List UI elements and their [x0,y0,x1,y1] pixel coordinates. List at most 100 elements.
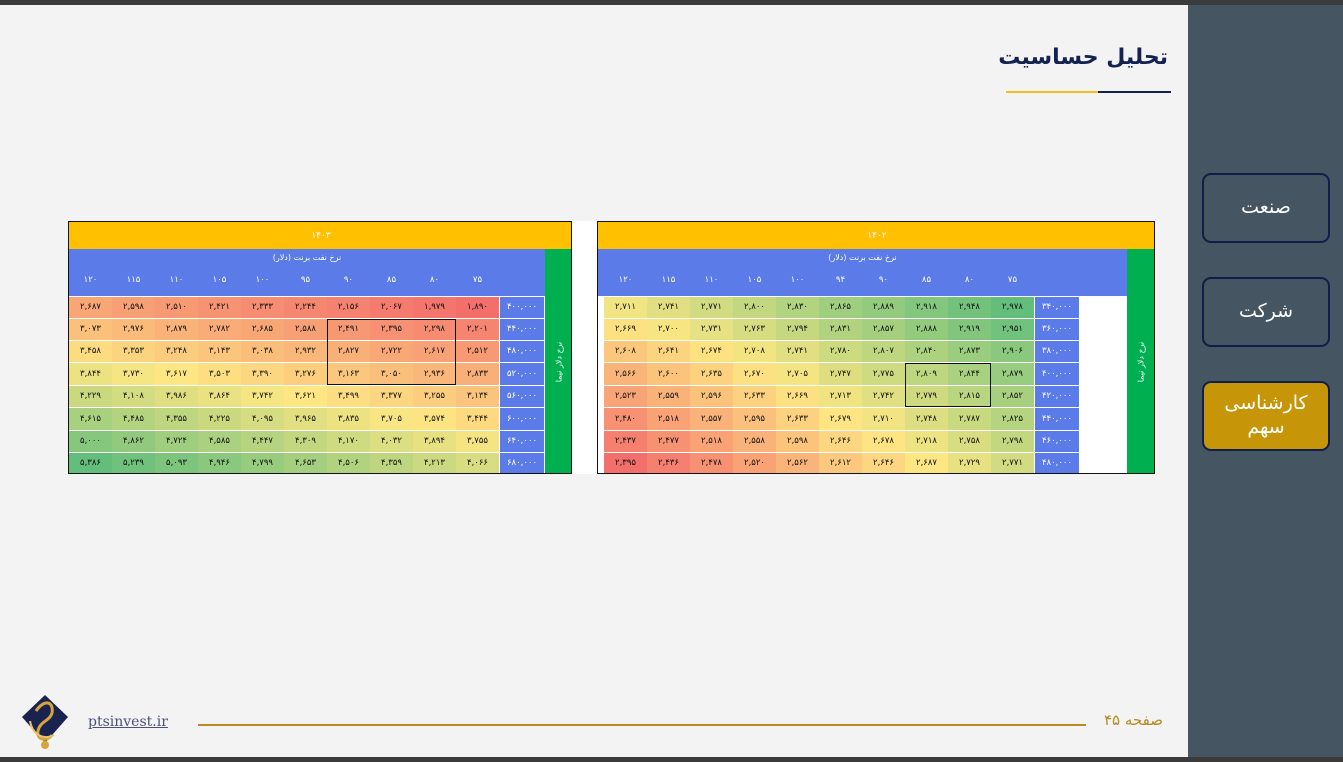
table-cell: ۲,۸۰۰ [733,297,776,318]
table-cell: ۳,۴۵۸ [69,341,112,362]
column-header: ۸۵ [921,275,932,285]
table-cell: ۳,۸۶۴ [198,386,241,407]
table-cell: ۲,۷۵۸ [948,431,991,452]
column-header: ۱۰۰ [790,275,805,285]
table-cell: ۲,۶۶۹ [776,386,819,407]
table-cell: ۲,۵۱۸ [647,408,690,430]
column-header: ۷۵ [472,275,483,285]
nav-stock-valuation-button[interactable]: کارشناسی سهم [1202,381,1330,451]
table-cell: ۴,۰۶۶ [456,453,499,473]
header-band: نرخ نفت برنت (دلار) ۷۵ ۸۰ ۸۵ ۹۰ ۹۵ ۱۰۰ ۱۰۵ ۱۱۰ ۱۱… [69,249,545,296]
table-cell: ۲,۸۸۹ [862,297,905,318]
table-cell: ۳,۹۶۵ [284,408,327,430]
table-cell: ۳,۷۵۵ [456,431,499,452]
table-cell: ۴,۳۵۵ [155,408,198,430]
table-cell: ۳,۸۴۴ [69,363,112,385]
table-cell: ۳,۳۵۳ [112,341,155,362]
table-cell: ۲,۶۷۸ [862,431,905,452]
table-cell: ۲,۹۷۶ [112,319,155,340]
table-cell: ۲,۷۷۱ [690,297,733,318]
table-cell: ۲,۸۷۹ [155,319,198,340]
table-cell: ۲,۹۵۱ [991,319,1034,340]
table-cell: ۴,۱۷۰ [327,431,370,452]
table-cell: ۳,۰۳۸ [241,341,284,362]
table-cell: ۲,۸۷۹ [991,363,1034,385]
column-header: ۸۰ [964,275,975,285]
table-cell: ۲,۶۶۹ [604,319,647,340]
table-cell: ۴,۲۲۵ [198,408,241,430]
nav-company-button[interactable]: شرکت [1202,277,1330,347]
table-cell: ۴,۲۱۳ [413,453,456,473]
table-cell: ۲,۷۷۱ [991,453,1034,473]
table-cell: ۳,۰۷۳ [69,319,112,340]
table-cell: ۲,۸۵۷ [862,319,905,340]
sensitivity-table-1403: ۱۴۰۳ نرخ نفت برنت (دلار) ۷۵ ۸۰ ۸۵ ۹۰ ۹۵ ۱۰۰ ۱۰۵ ۱… [68,221,572,474]
table-cell: ۳,۶۲۱ [284,386,327,407]
row-header: ۴۰۰,۰۰۰ [1035,363,1079,385]
table-cell: ۲,۴۷۷ [647,431,690,452]
table-cell: ۲,۷۴۱ [776,341,819,362]
table-cell: ۴,۵۸۵ [198,431,241,452]
column-axis-title: نرخ نفت برنت (دلار) [828,253,897,262]
row-header: ۶۴۰,۰۰۰ [500,431,544,452]
table-cell: ۲,۸۴۴ [948,363,991,385]
table-cell: ۲,۶۳۳ [776,408,819,430]
table-cell: ۲,۹۱۹ [948,319,991,340]
table-cell: ۲,۷۲۹ [948,453,991,473]
column-header: ۹۵ [300,275,311,285]
table-cell: ۲,۴۹۱ [327,319,370,340]
table-cell: ۲,۷۰۸ [733,341,776,362]
column-axis-title: نرخ نفت برنت (دلار) [272,253,342,262]
column-header: ۱۰۵ [747,275,762,285]
table-gap [572,221,597,474]
table-cell: ۲,۹۳۶ [413,363,456,385]
table-cell: ۲,۱۵۶ [327,297,370,318]
column-header: ۱۲۰ [83,275,98,285]
table-cell: ۱,۹۷۹ [413,297,456,318]
sensitivity-table-1402: ۱۴۰۲ نرخ نفت برنت (دلار) ۷۵ ۸۰ ۸۵ ۹۰ ۹۴ ۱۰۰ ۱۰۵ ۱… [597,221,1155,474]
page-title: تحلیل حساسیت [998,45,1168,70]
table-cell: ۲,۷۴۷ [819,363,862,385]
table-cell: ۲,۷۸۷ [948,408,991,430]
table-cell: ۲,۷۹۴ [776,319,819,340]
column-header: ۱۱۵ [661,275,676,285]
table-cell: ۲,۷۰۵ [776,363,819,385]
table-cell: ۲,۷۴۲ [862,386,905,407]
table-cell: ۲,۵۸۸ [284,319,327,340]
website-link[interactable]: ptsinvest.ir [88,714,168,730]
table-cell: ۲,۸۱۵ [948,386,991,407]
table-cell: ۲,۷۲۲ [370,341,413,362]
table-cell: ۴,۱۰۸ [112,386,155,407]
title-underline-accent [1006,91,1098,93]
table-cell: ۲,۷۳۱ [690,319,733,340]
row-axis-title: نرخ دلار نیما [554,341,563,382]
table-cell: ۲,۶۰۰ [647,363,690,385]
table-cell: ۲,۸۵۲ [991,386,1034,407]
table-cell: ۲,۶۳۵ [690,363,733,385]
table-cell: ۲,۶۸۷ [69,297,112,318]
table-cell: ۲,۷۹۸ [991,431,1034,452]
nav-industry-button[interactable]: صنعت [1202,173,1330,243]
table-cell: ۲,۷۸۰ [819,341,862,362]
row-axis-band: نرخ دلار نیما [545,249,571,473]
table-cell: ۲,۴۳۷ [604,431,647,452]
table-cell: ۳,۷۳۰ [112,363,155,385]
slide: تحلیل حساسیت ۱۴۰۳ نرخ نفت برنت (دلار) ۷۵ ۸۰… [0,5,1343,757]
table-cell: ۲,۴۲۱ [198,297,241,318]
table-cell: ۲,۷۷۹ [905,386,948,407]
table-cell: ۴,۵۰۶ [327,453,370,473]
row-header: ۴۸۰,۰۰۰ [1035,453,1079,473]
table-cell: ۲,۵۱۰ [155,297,198,318]
table-cell: ۲,۷۴۸ [905,408,948,430]
table-cell: ۵,۳۸۶ [69,453,112,473]
year-header: ۱۴۰۲ [598,222,1154,249]
table-cell: ۲,۸۲۷ [327,341,370,362]
table-cell: ۲,۵۵۹ [647,386,690,407]
table-cell: ۲,۶۳۳ [733,386,776,407]
table-cell: ۲,۸۶۵ [819,297,862,318]
table-cell: ۴,۴۸۵ [112,408,155,430]
table-cell: ۳,۹۸۶ [155,386,198,407]
column-header: ۹۰ [878,275,889,285]
table-cell: ۲,۵۵۸ [733,431,776,452]
column-header: ۱۰۵ [212,275,227,285]
